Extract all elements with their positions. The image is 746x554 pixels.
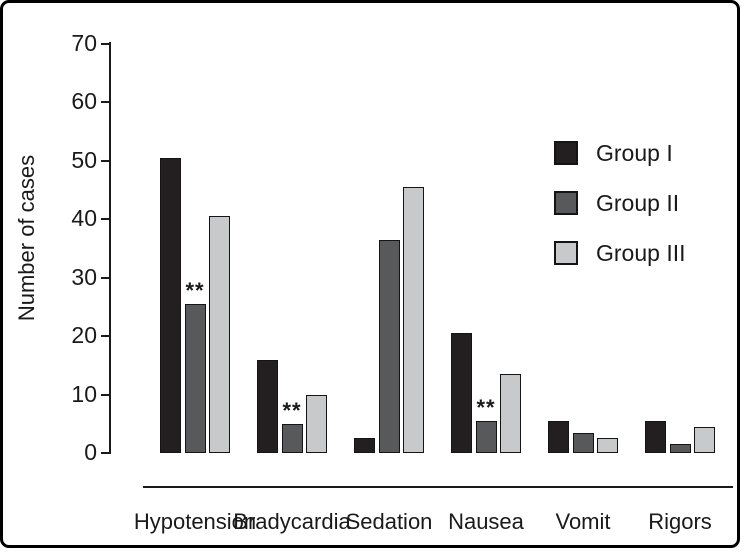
y-tick-mark	[101, 393, 110, 396]
x-tick-label-vomit: Vomit	[555, 509, 611, 534]
y-tick-mark	[101, 159, 110, 162]
bar-group-iii-sedation	[403, 187, 424, 453]
x-tick-label-nausea: Nausea	[448, 509, 524, 534]
y-tick-label: 70	[71, 30, 97, 56]
bar-group-i-rigors	[645, 420, 666, 453]
y-tick-label: 10	[71, 380, 97, 407]
y-axis-line	[109, 42, 111, 454]
legend-label: Group III	[596, 240, 686, 266]
y-tick-label: 30	[71, 263, 97, 290]
y-tick-mark	[101, 218, 110, 221]
significance-marker: **	[282, 397, 302, 423]
legend-label: Group II	[596, 190, 680, 216]
bar-group-i-hypotension	[160, 157, 181, 453]
y-tick-mark	[101, 335, 110, 338]
y-tick-label: 20	[71, 322, 97, 349]
bar-group-ii-bradycardia	[281, 423, 303, 453]
bar-group-i-bradycardia	[257, 359, 278, 453]
bar-group-iii-rigors	[694, 426, 715, 453]
x-tick-label-hypotension: Hypotension	[133, 509, 257, 534]
bar-group-iii-vomit	[597, 438, 618, 453]
x-tick-label-bradycardia: Bradycardia	[233, 509, 351, 534]
significance-marker: **	[185, 278, 205, 303]
bar-chart: Number of cases 0 10 20 30 40 50 60 70 ** ** ** H…	[3, 3, 737, 545]
bar-group-iii-nausea	[500, 374, 521, 453]
bar-group-ii-rigors	[669, 444, 691, 453]
bar-group-i-sedation	[354, 438, 375, 453]
x-axis-line	[143, 486, 733, 488]
bar-group-ii-sedation	[378, 239, 400, 453]
legend-swatch-group-i	[554, 141, 578, 165]
bar-group-i-nausea	[451, 333, 472, 453]
x-tick-label-rigors: Rigors	[648, 509, 712, 534]
y-tick-label: 0	[84, 439, 97, 465]
bar-group-iii-bradycardia	[306, 394, 327, 453]
y-tick-label: 60	[71, 88, 97, 115]
y-tick-label: 50	[71, 146, 97, 173]
y-axis-title: Number of cases	[14, 154, 39, 322]
legend-swatch-group-ii	[554, 191, 578, 215]
bar-group-ii-vomit	[572, 432, 594, 453]
x-tick-label-sedation: Sedation	[345, 509, 433, 534]
y-tick-mark	[101, 276, 110, 279]
y-tick-mark	[101, 43, 110, 45]
y-tick-mark	[101, 452, 110, 454]
legend-label: Group I	[596, 140, 673, 166]
y-tick-label: 40	[71, 205, 97, 232]
bar-group-ii-nausea	[475, 420, 497, 453]
legend-swatch-group-iii	[554, 241, 578, 265]
y-tick-mark	[101, 101, 110, 104]
bar-group-iii-hypotension	[209, 216, 230, 453]
significance-marker: **	[476, 394, 496, 420]
bar-group-ii-hypotension	[184, 304, 206, 453]
bar-group-i-vomit	[548, 420, 569, 453]
